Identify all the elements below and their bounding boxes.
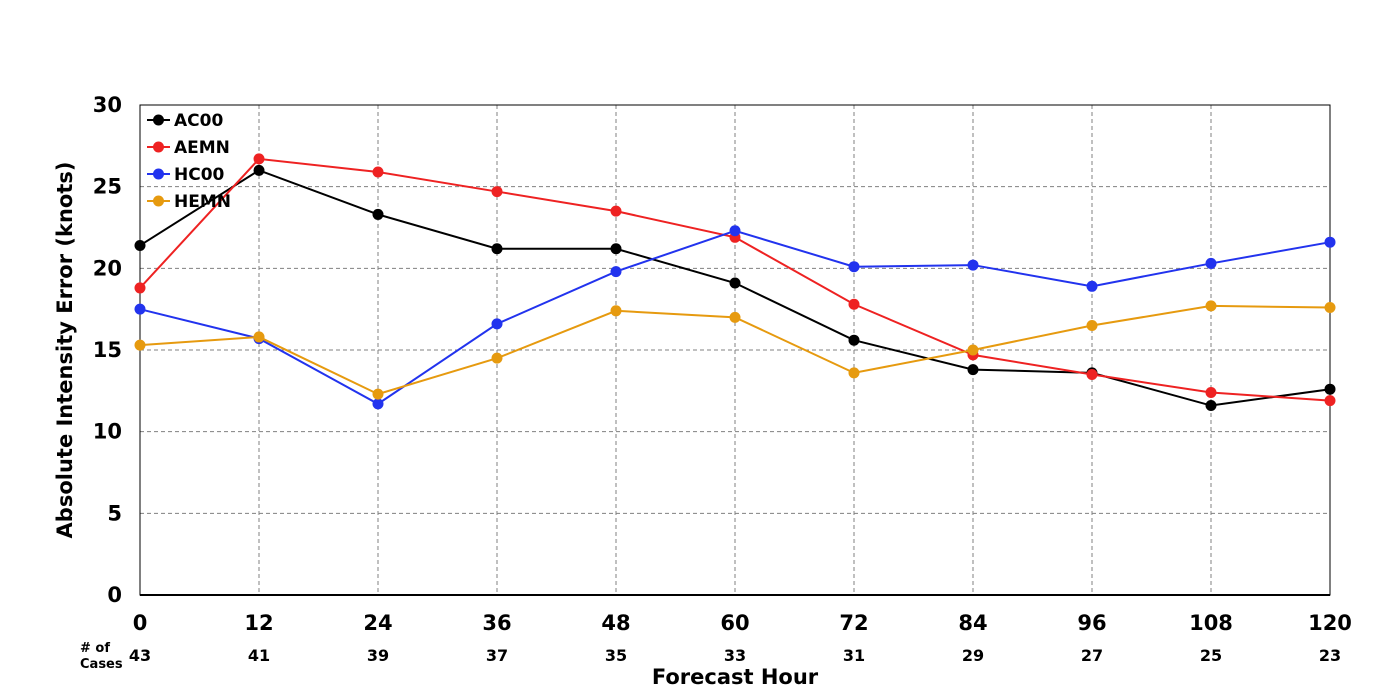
y-tick-label: 20	[93, 256, 122, 280]
legend-label: HC00	[174, 165, 225, 185]
x-tick-labels: 0 12 24 36 48 60 72 84 96 108 120	[133, 611, 1352, 635]
data-point	[848, 261, 860, 273]
data-point	[491, 352, 503, 364]
case-count-label: 31	[843, 646, 865, 665]
case-count-label: 27	[1081, 646, 1103, 665]
data-point	[848, 298, 860, 310]
legend-label: AC00	[174, 111, 223, 131]
legend-label: HEMN	[174, 192, 231, 212]
x-axis-title: Forecast Hour	[652, 665, 819, 689]
data-point	[134, 303, 146, 315]
data-point	[610, 243, 622, 255]
data-point	[1205, 386, 1217, 398]
data-point	[491, 243, 503, 255]
data-point	[848, 367, 860, 379]
data-point	[1086, 320, 1098, 331]
data-point	[253, 331, 265, 343]
data-point	[134, 339, 146, 351]
data-point	[729, 311, 741, 323]
data-point	[372, 208, 384, 220]
case-count-label: 39	[367, 646, 389, 665]
data-point	[967, 344, 979, 356]
x-tick-label: 36	[482, 611, 511, 635]
data-point	[134, 239, 146, 251]
data-point	[729, 277, 741, 289]
data-point	[134, 282, 146, 294]
y-tick-label: 30	[93, 93, 122, 117]
data-point	[1205, 400, 1217, 412]
case-count-label: 37	[486, 646, 508, 665]
y-tick-label: 0	[107, 583, 122, 607]
cases-title-line2: Cases	[80, 657, 123, 672]
data-point	[372, 398, 384, 410]
data-point	[967, 259, 979, 271]
y-axis-title: Absolute Intensity Error (knots)	[53, 162, 77, 539]
x-tick-label: 84	[958, 611, 987, 635]
grid	[140, 105, 1330, 595]
data-point	[1205, 257, 1217, 269]
y-tick-labels: 0 5 10 15 20 25 30	[93, 93, 122, 607]
data-point	[848, 334, 860, 346]
series-hc00	[134, 225, 1336, 410]
series-hemn	[134, 300, 1336, 400]
series-layer	[134, 153, 1336, 412]
legend-marker	[153, 141, 164, 153]
legend-item-aemn: AEMN	[147, 138, 230, 158]
x-tick-label: 12	[244, 611, 273, 635]
legend-marker	[153, 168, 164, 180]
data-point	[1205, 300, 1217, 312]
case-count-label: 29	[962, 646, 984, 665]
y-tick-label: 25	[93, 175, 122, 199]
data-point	[1324, 302, 1336, 314]
data-point	[372, 166, 384, 178]
legend-item-hemn: HEMN	[147, 192, 231, 212]
legend-item-hc00: HC00	[147, 165, 225, 185]
data-point	[1324, 236, 1336, 248]
y-tick-label: 10	[93, 420, 122, 444]
y-tick-label: 5	[107, 501, 122, 525]
cases-row: 43 41 39 37 35 33 31 29 27 25 23	[129, 646, 1341, 665]
data-point	[491, 318, 503, 330]
legend-marker	[153, 114, 164, 126]
case-count-label: 41	[248, 646, 270, 665]
data-point	[372, 388, 384, 400]
case-count-label: 43	[129, 646, 151, 665]
x-tick-label: 48	[601, 611, 630, 635]
x-tick-label: 96	[1077, 611, 1106, 635]
data-point	[967, 364, 979, 376]
data-point	[1086, 280, 1098, 292]
legend-item-ac00: AC00	[147, 111, 223, 131]
cases-title-line1: # of	[80, 641, 110, 656]
x-tick-label: 60	[720, 611, 749, 635]
legend-label: AEMN	[174, 138, 230, 158]
data-point	[253, 164, 265, 176]
legend: AC00 AEMN HC00 HEMN	[147, 111, 231, 212]
case-count-label: 35	[605, 646, 627, 665]
x-tick-label: 72	[839, 611, 868, 635]
legend-marker	[153, 195, 164, 207]
x-tick-label: 24	[363, 611, 392, 635]
case-count-label: 33	[724, 646, 746, 665]
x-tick-label: 0	[133, 611, 148, 635]
series-ac00	[134, 164, 1336, 412]
data-point	[253, 153, 265, 165]
y-tick-label: 15	[93, 338, 122, 362]
data-point	[610, 205, 622, 217]
data-point	[491, 186, 503, 198]
case-count-label: 23	[1319, 646, 1341, 665]
data-point	[1086, 369, 1098, 380]
data-point	[610, 266, 622, 278]
data-point	[610, 305, 622, 317]
data-point	[729, 225, 741, 237]
data-point	[1324, 383, 1336, 395]
data-point	[1324, 395, 1336, 407]
x-tick-label: 108	[1189, 611, 1233, 635]
x-tick-label: 120	[1308, 611, 1352, 635]
case-count-label: 25	[1200, 646, 1222, 665]
